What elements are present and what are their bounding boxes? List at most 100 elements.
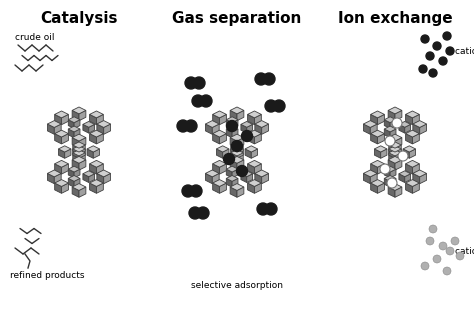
Polygon shape: [79, 187, 86, 197]
Polygon shape: [364, 124, 370, 134]
Polygon shape: [73, 145, 79, 155]
Polygon shape: [399, 125, 405, 133]
Polygon shape: [87, 149, 93, 158]
Polygon shape: [97, 114, 103, 125]
Polygon shape: [405, 174, 410, 183]
Circle shape: [193, 77, 205, 89]
Polygon shape: [406, 183, 412, 193]
Polygon shape: [68, 169, 74, 178]
Text: cation 2: cation 2: [455, 246, 474, 256]
Polygon shape: [384, 126, 396, 132]
Polygon shape: [389, 142, 401, 148]
Polygon shape: [237, 187, 244, 197]
Polygon shape: [371, 130, 384, 137]
Polygon shape: [388, 156, 402, 163]
Polygon shape: [74, 129, 80, 138]
Circle shape: [421, 262, 429, 270]
Polygon shape: [390, 169, 396, 178]
Polygon shape: [62, 114, 68, 125]
Polygon shape: [364, 173, 370, 184]
Polygon shape: [241, 121, 253, 127]
Polygon shape: [47, 121, 61, 127]
Polygon shape: [79, 153, 85, 162]
Polygon shape: [90, 164, 97, 174]
Polygon shape: [72, 110, 79, 121]
Polygon shape: [384, 169, 390, 178]
Polygon shape: [406, 161, 419, 167]
Polygon shape: [237, 145, 243, 155]
Polygon shape: [364, 121, 377, 127]
Polygon shape: [219, 134, 227, 144]
Polygon shape: [395, 153, 401, 162]
Polygon shape: [231, 142, 243, 148]
Polygon shape: [390, 129, 396, 138]
Circle shape: [446, 47, 454, 55]
Polygon shape: [395, 110, 402, 121]
Polygon shape: [55, 134, 62, 144]
Polygon shape: [47, 173, 55, 184]
Polygon shape: [395, 137, 402, 148]
Polygon shape: [90, 179, 103, 186]
Polygon shape: [58, 149, 64, 158]
Polygon shape: [406, 130, 419, 137]
Polygon shape: [412, 183, 419, 193]
Circle shape: [392, 118, 402, 128]
Polygon shape: [364, 170, 377, 177]
Polygon shape: [232, 129, 238, 138]
Polygon shape: [384, 179, 390, 187]
Polygon shape: [247, 174, 253, 183]
Polygon shape: [213, 161, 227, 167]
Polygon shape: [406, 164, 412, 174]
Circle shape: [237, 166, 247, 177]
Polygon shape: [226, 120, 232, 129]
Polygon shape: [230, 184, 244, 191]
Polygon shape: [377, 134, 384, 144]
Circle shape: [443, 267, 451, 275]
Polygon shape: [226, 126, 238, 132]
Polygon shape: [83, 121, 95, 127]
Polygon shape: [90, 134, 97, 144]
Polygon shape: [68, 129, 74, 138]
Polygon shape: [388, 107, 402, 114]
Polygon shape: [62, 134, 68, 144]
Polygon shape: [205, 124, 212, 134]
Polygon shape: [55, 124, 61, 134]
Polygon shape: [247, 183, 255, 193]
Polygon shape: [79, 160, 86, 170]
Circle shape: [241, 131, 253, 142]
Circle shape: [433, 255, 441, 263]
Polygon shape: [230, 110, 237, 121]
Polygon shape: [384, 120, 390, 129]
Polygon shape: [419, 173, 427, 184]
Polygon shape: [230, 137, 237, 148]
Polygon shape: [245, 149, 251, 158]
Polygon shape: [237, 110, 244, 121]
Polygon shape: [74, 120, 80, 129]
Polygon shape: [90, 130, 103, 137]
Polygon shape: [231, 153, 237, 162]
Polygon shape: [247, 161, 261, 167]
Polygon shape: [232, 120, 238, 129]
Polygon shape: [388, 160, 395, 170]
Polygon shape: [403, 146, 416, 152]
Polygon shape: [213, 130, 227, 137]
Polygon shape: [370, 173, 377, 184]
Polygon shape: [374, 146, 387, 152]
Polygon shape: [371, 161, 384, 167]
Polygon shape: [213, 114, 219, 125]
Polygon shape: [403, 149, 410, 158]
Polygon shape: [104, 173, 110, 184]
Polygon shape: [73, 146, 85, 152]
Polygon shape: [68, 117, 80, 123]
Polygon shape: [388, 110, 395, 121]
Polygon shape: [237, 153, 243, 162]
Circle shape: [456, 252, 464, 260]
Polygon shape: [413, 173, 419, 184]
Polygon shape: [262, 173, 269, 184]
Polygon shape: [97, 134, 103, 144]
Circle shape: [387, 178, 397, 188]
Circle shape: [185, 77, 197, 89]
Polygon shape: [413, 124, 419, 134]
Polygon shape: [419, 124, 427, 134]
Polygon shape: [72, 187, 79, 197]
